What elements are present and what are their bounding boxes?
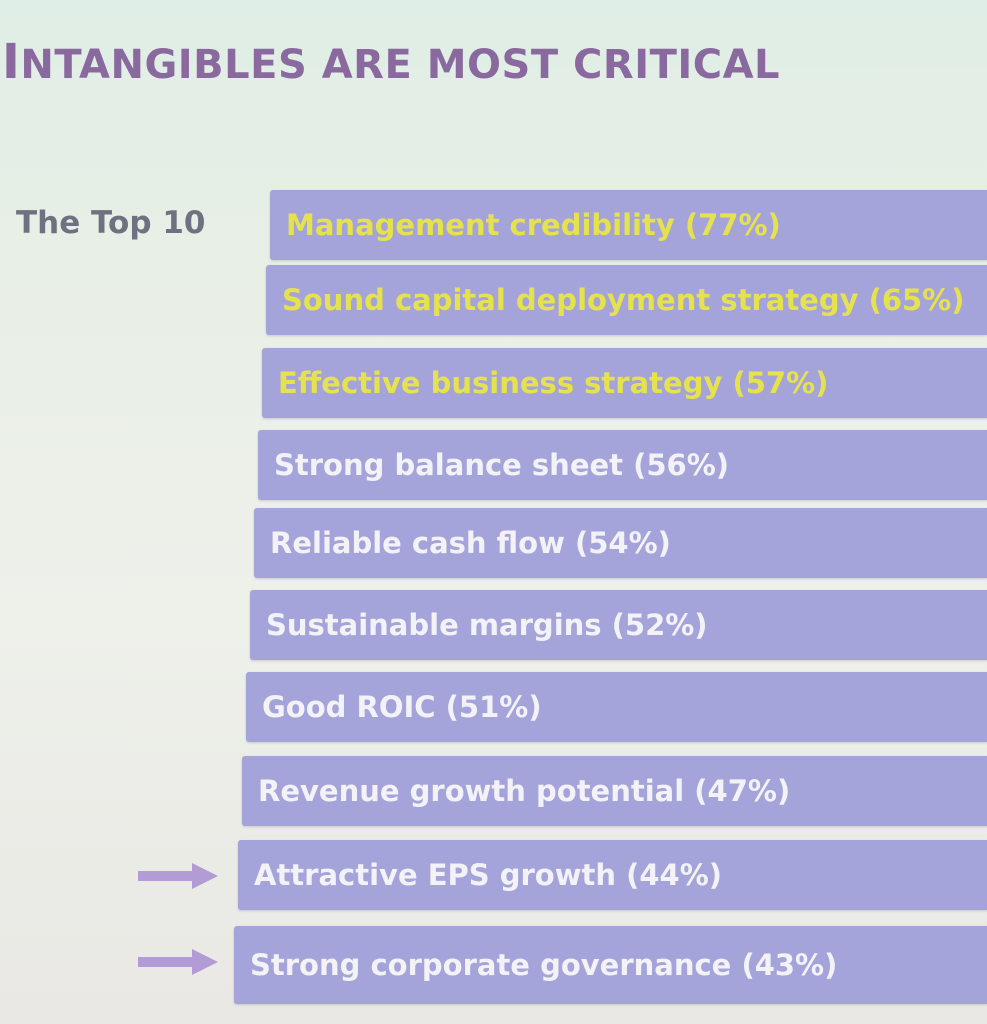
list-item-label: Strong corporate governance (43%) (250, 948, 838, 982)
list-item: Strong balance sheet (56%) (258, 430, 987, 500)
list-item: Management credibility (77%) (270, 190, 987, 260)
list-item-label: Strong balance sheet (56%) (274, 448, 730, 482)
list-item: Good ROIC (51%) (246, 672, 987, 742)
list-item-label: Reliable cash flow (54%) (270, 526, 671, 560)
list-item-label: Management credibility (77%) (286, 208, 781, 242)
list-item-label: Sustainable margins (52%) (266, 608, 708, 642)
list-item: Strong corporate governance (43%) (234, 926, 987, 1004)
top-10-label: The Top 10 (16, 205, 206, 241)
list-item: Sound capital deployment strategy (65%) (266, 265, 987, 335)
list-item-label: Effective business strategy (57%) (278, 366, 829, 400)
list-item-label: Sound capital deployment strategy (65%) (282, 283, 965, 317)
list-item: Reliable cash flow (54%) (254, 508, 987, 578)
list-item: Effective business strategy (57%) (262, 348, 987, 418)
list-item-label: Revenue growth potential (47%) (258, 774, 791, 808)
slide-title-initial: I (2, 34, 21, 90)
list-item-label: Attractive EPS growth (44%) (254, 858, 723, 892)
arrow-icon (138, 949, 218, 975)
list-item-label: Good ROIC (51%) (262, 690, 542, 724)
slide-title: INTANGIBLES ARE MOST CRITICAL (2, 34, 780, 90)
list-item: Revenue growth potential (47%) (242, 756, 987, 826)
list-item: Sustainable margins (52%) (250, 590, 987, 660)
list-item: Attractive EPS growth (44%) (238, 840, 987, 910)
arrow-icon (138, 863, 218, 889)
slide-title-rest: NTANGIBLES ARE MOST CRITICAL (20, 42, 781, 88)
